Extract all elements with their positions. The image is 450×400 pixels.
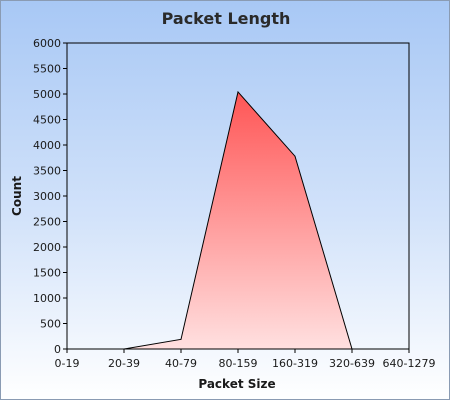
y-axis-title: Count (10, 176, 24, 216)
x-tick-label: 80-159 (219, 357, 258, 370)
y-tick-label: 1000 (33, 292, 61, 305)
y-tick-label: 2500 (33, 216, 61, 229)
y-tick-label: 4000 (33, 139, 61, 152)
y-tick-label: 500 (40, 318, 61, 331)
x-tick-label: 40-79 (165, 357, 197, 370)
x-tick-label: 20-39 (108, 357, 140, 370)
y-tick-label: 6000 (33, 37, 61, 50)
y-tick-label: 2000 (33, 241, 61, 254)
y-tick-label: 5000 (33, 88, 61, 101)
y-tick-label: 3000 (33, 190, 61, 203)
data-point (237, 91, 239, 93)
x-axis-ticks: 0-19 20-39 40-79 80-159 160-319 320-639 640-12… (55, 349, 436, 370)
data-point (180, 338, 182, 340)
data-point (294, 155, 296, 157)
plot-area (66, 42, 410, 350)
y-tick-label: 1500 (33, 267, 61, 280)
y-tick-label: 4500 (33, 114, 61, 127)
x-tick-label: 640-1279 (383, 357, 436, 370)
chart-title: Packet Length (162, 9, 291, 28)
y-tick-label: 0 (54, 343, 61, 356)
x-tick-label: 320-639 (329, 357, 375, 370)
x-axis-title: Packet Size (198, 377, 275, 391)
x-tick-label: 160-319 (272, 357, 318, 370)
y-axis-ticks: 0 500 1000 1500 2000 2500 3000 3500 4000 4500 5000… (33, 37, 67, 356)
y-tick-label: 5500 (33, 63, 61, 76)
area-fill (67, 91, 409, 350)
y-tick-label: 3500 (33, 165, 61, 178)
x-tick-label: 0-19 (55, 357, 80, 370)
